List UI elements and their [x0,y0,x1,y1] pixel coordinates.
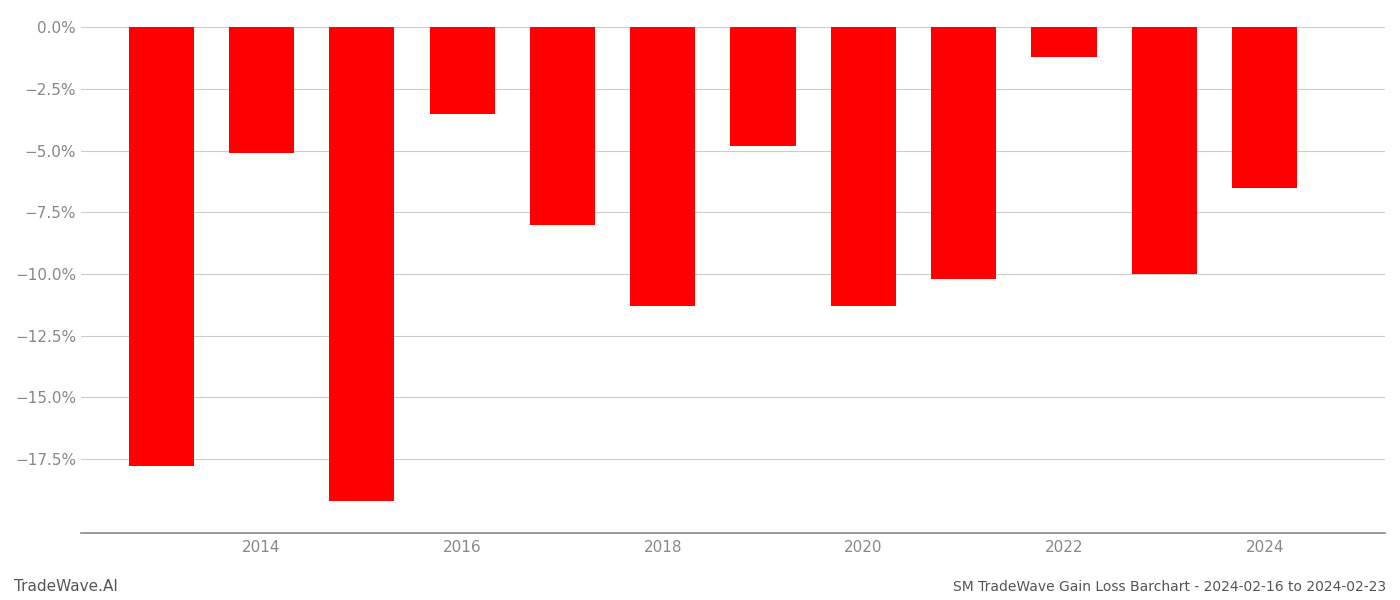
Bar [529,28,595,224]
Bar [1232,28,1298,188]
Bar [230,28,294,153]
Bar [1032,28,1096,57]
Text: SM TradeWave Gain Loss Barchart - 2024-02-16 to 2024-02-23: SM TradeWave Gain Loss Barchart - 2024-0… [953,580,1386,594]
Bar [129,28,193,466]
Text: TradeWave.AI: TradeWave.AI [14,579,118,594]
Bar [329,28,395,501]
Bar [430,28,494,113]
Bar [830,28,896,306]
Bar [1131,28,1197,274]
Bar [731,28,795,146]
Bar [931,28,997,279]
Bar [630,28,696,306]
